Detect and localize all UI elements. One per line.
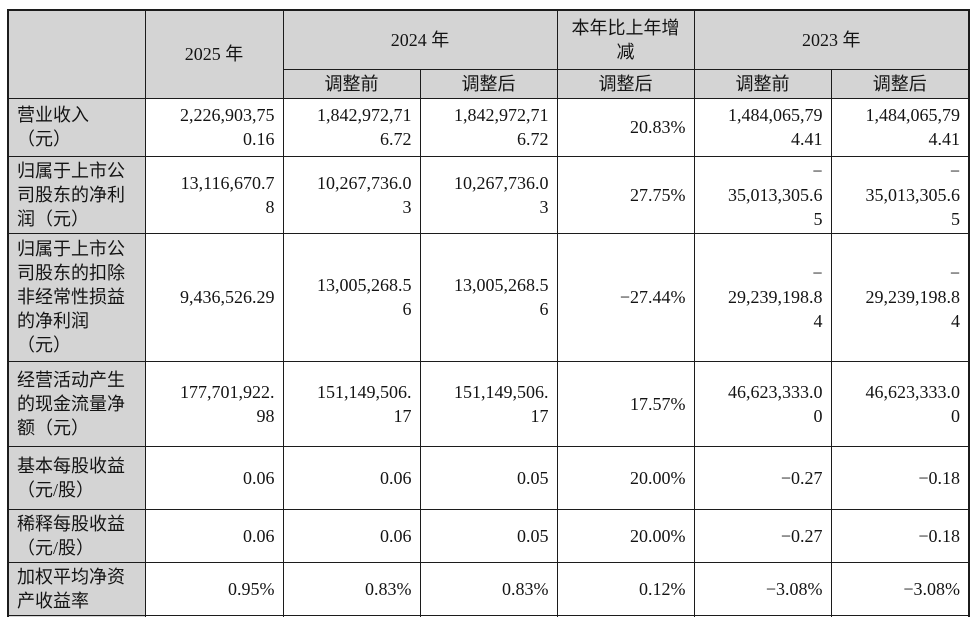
- data-cell: 10,267,736.0 3: [282, 155, 421, 234]
- header-yoy-change: 本年比上年增 减: [556, 9, 695, 70]
- header-2023: 2023 年: [693, 9, 970, 70]
- data-cell: 0.12%: [556, 561, 695, 616]
- header-2025: 2025 年: [144, 9, 284, 99]
- row-label: 经营活动产生 的现金流量净 额（元）: [7, 360, 146, 447]
- data-cell: −0.18: [830, 508, 970, 563]
- data-cell: 1,484,065,79 4.41: [693, 97, 832, 157]
- data-cell: 13,005,268.5 6: [282, 232, 421, 362]
- data-cell: 0.83%: [282, 561, 421, 616]
- data-cell: −0.27: [693, 445, 832, 510]
- table-row-partial: [7, 614, 970, 617]
- data-cell: 17.57%: [556, 360, 695, 447]
- table-row-weighted-avg-roe: 加权平均净资 产收益率 0.95% 0.83% 0.83% 0.12% −3.0…: [7, 561, 970, 616]
- data-cell: 0.06: [282, 508, 421, 563]
- data-cell: 1,484,065,79 4.41: [830, 97, 970, 157]
- data-cell: −0.27: [693, 508, 832, 563]
- data-cell: [830, 614, 970, 617]
- data-cell: 13,116,670.7 8: [144, 155, 284, 234]
- header-row-adjustment: 调整前 调整后 调整后 调整前 调整后: [8, 68, 970, 99]
- data-cell: 9,436,526.29: [144, 232, 284, 362]
- table-row-net-profit: 归属于上市公 司股东的净利 润（元） 13,116,670.7 8 10,267…: [7, 155, 970, 234]
- row-label: 基本每股收益 （元/股）: [7, 445, 146, 510]
- header-row-years: 2025 年 2024 年 本年比上年增 减 2023 年: [7, 9, 970, 99]
- header-2024: 2024 年: [282, 9, 558, 70]
- row-label: 稀释每股收益 （元/股）: [7, 508, 146, 563]
- data-cell: 0.06: [282, 445, 421, 510]
- header-2024-post-adjust: 调整后: [419, 68, 558, 99]
- data-cell: 2,226,903,75 0.16: [144, 97, 284, 157]
- header-yoy-post-adjust: 调整后: [556, 68, 695, 99]
- data-cell: −3.08%: [830, 561, 970, 616]
- data-cell: 0.05: [419, 445, 558, 510]
- data-cell: 0.06: [144, 445, 284, 510]
- data-cell: − 35,013,305.6 5: [693, 155, 832, 234]
- data-cell: −0.18: [830, 445, 970, 510]
- table-row-operating-cash-flow: 经营活动产生 的现金流量净 额（元） 177,701,922. 98 151,1…: [7, 360, 970, 447]
- header-2023-pre-adjust: 调整前: [693, 68, 832, 99]
- table-row-basic-eps: 基本每股收益 （元/股） 0.06 0.06 0.05 20.00% −0.27…: [7, 445, 970, 510]
- data-cell: 1,842,972,71 6.72: [282, 97, 421, 157]
- data-cell: 20.00%: [556, 445, 695, 510]
- table-row-net-profit-excl-nonrecurring: 归属于上市公 司股东的扣除 非经常性损益 的净利润 （元） 9,436,526.…: [7, 232, 970, 362]
- data-cell: 46,623,333.0 0: [693, 360, 832, 447]
- data-cell: − 35,013,305.6 5: [830, 155, 970, 234]
- data-cell: − 29,239,198.8 4: [693, 232, 832, 362]
- data-cell: 10,267,736.0 3: [419, 155, 558, 234]
- data-cell: 46,623,333.0 0: [830, 360, 970, 447]
- data-cell: 13,005,268.5 6: [419, 232, 558, 362]
- data-cell: 0.06: [144, 508, 284, 563]
- data-cell: −3.08%: [693, 561, 832, 616]
- row-label: 加权平均净资 产收益率: [7, 561, 146, 616]
- header-2024-pre-adjust: 调整前: [282, 68, 421, 99]
- data-cell: 20.00%: [556, 508, 695, 563]
- data-cell: 177,701,922. 98: [144, 360, 284, 447]
- data-cell: 0.95%: [144, 561, 284, 616]
- data-cell: −27.44%: [556, 232, 695, 362]
- data-cell: 151,149,506. 17: [419, 360, 558, 447]
- financial-summary-table: 2025 年 2024 年 本年比上年增 减 2023 年 调整前 调整后 调整…: [7, 9, 970, 617]
- table-row-diluted-eps: 稀释每股收益 （元/股） 0.06 0.06 0.05 20.00% −0.27…: [7, 508, 970, 563]
- data-cell: − 29,239,198.8 4: [830, 232, 970, 362]
- data-cell: 1,842,972,71 6.72: [419, 97, 558, 157]
- data-cell: 27.75%: [556, 155, 695, 234]
- row-label: 归属于上市公 司股东的扣除 非经常性损益 的净利润 （元）: [7, 232, 146, 362]
- row-label: 营业收入 （元）: [7, 97, 146, 157]
- data-cell: 0.83%: [419, 561, 558, 616]
- data-cell: 151,149,506. 17: [282, 360, 421, 447]
- table-row-revenue: 营业收入 （元） 2,226,903,75 0.16 1,842,972,71 …: [7, 97, 970, 157]
- data-cell: 20.83%: [556, 97, 695, 157]
- data-cell: 0.05: [419, 508, 558, 563]
- row-label: 归属于上市公 司股东的净利 润（元）: [7, 155, 146, 234]
- header-2023-post-adjust: 调整后: [830, 68, 970, 99]
- corner-cell: [7, 9, 146, 99]
